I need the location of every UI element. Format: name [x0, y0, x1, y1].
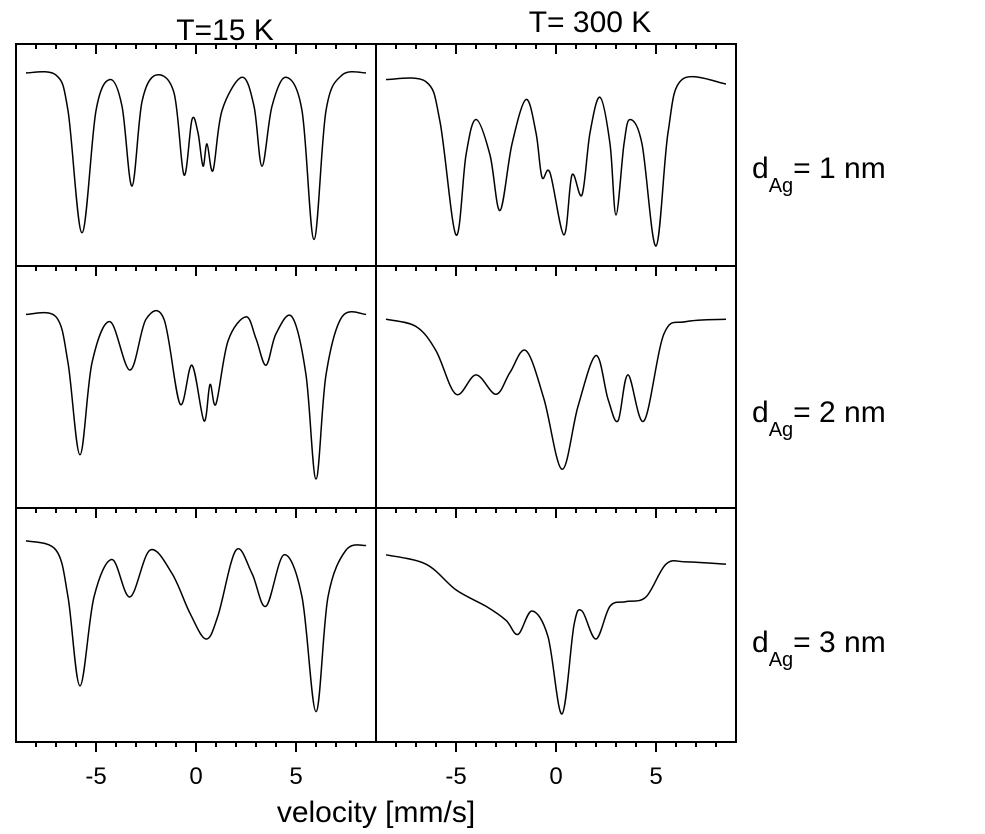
x-tick-label: -5 [85, 763, 106, 790]
panel-frame [375, 507, 737, 743]
x-tick-label: 5 [649, 763, 662, 790]
row-label: dAg= 3 nm [752, 626, 886, 671]
column-title: T=15 K [176, 14, 274, 47]
row-label-rest: = 3 nm [793, 626, 886, 659]
x-tick-label: 0 [549, 763, 562, 790]
row-label-rest: = 2 nm [793, 396, 886, 429]
spectrum-fit [385, 318, 727, 471]
row-label: dAg= 2 nm [752, 396, 886, 441]
row-label-rest: = 1 nm [793, 152, 886, 185]
spectrum-fit [25, 310, 367, 480]
row-label: dAg= 1 nm [752, 152, 886, 197]
panel-frame [15, 265, 377, 509]
spectrum-fit [25, 540, 367, 713]
row-label-sub: Ag [769, 649, 793, 671]
x-tick-label: -5 [445, 763, 466, 790]
spectrum-fit [385, 554, 727, 715]
row-label-main: d [752, 152, 769, 185]
spectrum-fit [25, 70, 367, 241]
row-label-main: d [752, 396, 769, 429]
x-tick-label: 0 [189, 763, 202, 790]
panel-frame [375, 265, 737, 509]
spectrum-fit [385, 75, 727, 247]
row-label-sub: Ag [769, 175, 793, 197]
x-axis-label: velocity [mm/s] [277, 796, 475, 829]
x-tick-label: 5 [289, 763, 302, 790]
column-title: T= 300 K [529, 6, 652, 39]
panel-frame [375, 43, 737, 267]
row-label-main: d [752, 626, 769, 659]
row-label-sub: Ag [769, 419, 793, 441]
